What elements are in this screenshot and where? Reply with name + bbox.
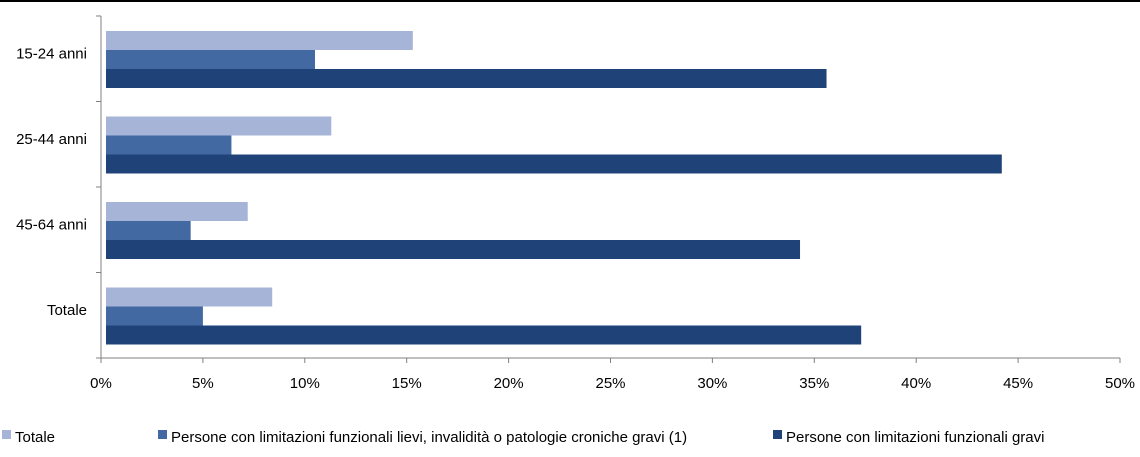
- bar-1-2: [106, 116, 332, 136]
- legend: Totale Persone con limitazioni funzionali…: [2, 429, 1044, 446]
- bar-2-2: [106, 135, 232, 155]
- y-tick-label: 25-44 anni: [16, 131, 87, 148]
- y-tick-label: 45-64 anni: [16, 217, 87, 234]
- x-tick-label: 25%: [595, 375, 625, 392]
- x-tick-label: 45%: [1003, 375, 1033, 392]
- legend-label: Persone con limitazioni funzionali gravi: [786, 429, 1044, 446]
- bar-3-4: [106, 325, 862, 345]
- bar-3-2: [106, 154, 1002, 174]
- x-tick-label: 5%: [192, 375, 214, 392]
- x-tick-label: 50%: [1105, 375, 1135, 392]
- bar-2-3: [106, 221, 191, 240]
- x-tick-label: 35%: [799, 375, 829, 392]
- bar-3-1: [106, 69, 827, 88]
- bar-1-3: [106, 202, 248, 221]
- bar-2-1: [106, 50, 315, 69]
- legend-label: Persone con limitazioni funzionali lievi…: [171, 429, 687, 446]
- x-tick-label: 30%: [697, 375, 727, 392]
- y-tick-label: Totale: [47, 302, 87, 319]
- x-tick-label: 0%: [90, 375, 112, 392]
- legend-label: Totale: [15, 429, 55, 446]
- bars-layer: [106, 31, 1002, 345]
- x-tick-label: 15%: [392, 375, 422, 392]
- legend-swatch: [2, 430, 11, 439]
- x-tick-label: 40%: [901, 375, 931, 392]
- axes-layer: 15-24 anni 25-44 anni 45-64 anni Totale 0% 5%…: [16, 15, 1135, 392]
- y-tick-label: 15-24 anni: [16, 46, 87, 63]
- x-tick-label: 10%: [290, 375, 320, 392]
- legend-swatch: [773, 430, 782, 439]
- bar-1-1: [106, 31, 413, 50]
- bar-3-3: [106, 240, 801, 259]
- bar-2-4: [106, 306, 203, 326]
- bar-1-4: [106, 287, 273, 307]
- legend-swatch: [158, 430, 167, 439]
- x-tick-label: 20%: [494, 375, 524, 392]
